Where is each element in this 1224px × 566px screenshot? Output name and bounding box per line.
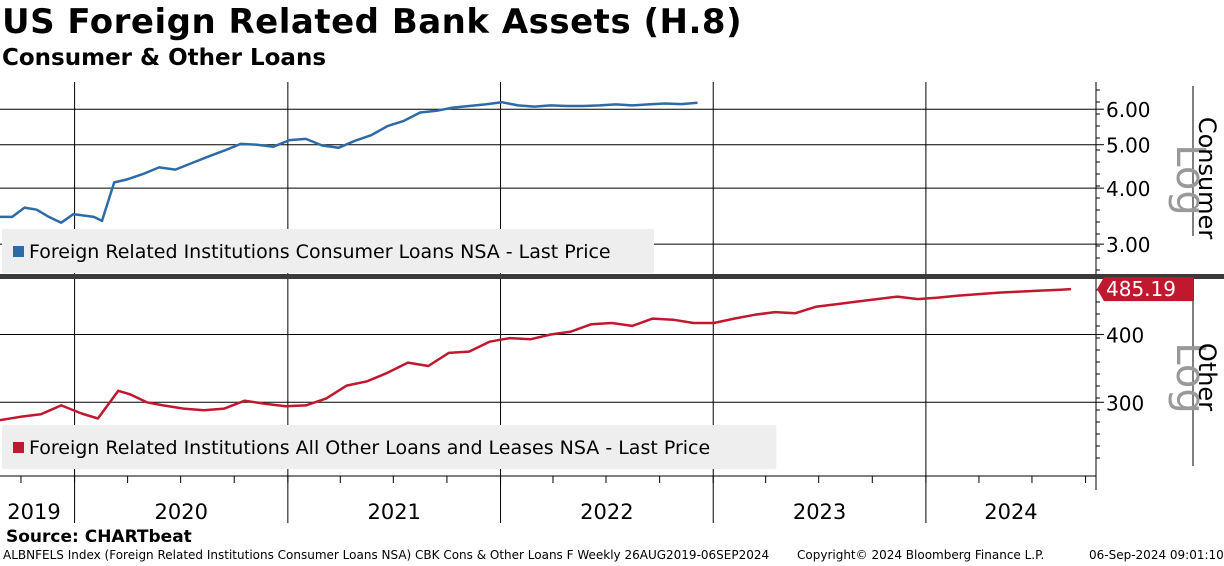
x-year-label: 2021	[367, 500, 420, 524]
legend-box	[2, 229, 654, 273]
x-year-label: 2023	[793, 500, 846, 524]
legend-box	[2, 425, 777, 469]
panel-divider	[0, 274, 1224, 279]
y-tick-label: 5.00	[1106, 134, 1151, 158]
other-loans-line	[0, 287, 1072, 422]
last-value-label: 485.19	[1106, 277, 1176, 301]
legend-swatch	[13, 246, 24, 257]
log-scale-label: Log	[1167, 144, 1213, 215]
y-tick-label: 3.00	[1106, 233, 1151, 257]
y-tick-label: 400	[1106, 324, 1144, 348]
panel-axis-label: Other	[1193, 343, 1221, 411]
grid-layer	[0, 82, 1096, 523]
legend-swatch	[13, 442, 24, 453]
x-year-label: 2022	[580, 500, 633, 524]
x-year-label: 2024	[984, 500, 1037, 524]
chart-subtitle: Consumer & Other Loans	[2, 45, 327, 71]
consumer-loans-line	[0, 100, 698, 224]
y-tick-label: 300	[1106, 391, 1144, 415]
footer-copyright: Copyright© 2024 Bloomberg Finance L.P.	[797, 548, 1045, 562]
source-note: Source: CHARTbeat	[6, 527, 192, 547]
x-year-label: 2020	[154, 500, 207, 524]
legend-label: Foreign Related Institutions All Other L…	[29, 437, 710, 459]
y-tick-label: 4.00	[1106, 177, 1151, 201]
legend-layer: Foreign Related Institutions Consumer Lo…	[2, 229, 777, 469]
chart-title: US Foreign Related Bank Assets (H.8)	[2, 2, 743, 42]
legend-label: Foreign Related Institutions Consumer Lo…	[29, 241, 611, 263]
x-year-label: 2019	[7, 500, 60, 524]
panel-axis-label: Consumer	[1193, 117, 1221, 240]
series-layer	[0, 100, 1072, 422]
y-tick-label: 6.00	[1106, 98, 1151, 122]
footer-timestamp: 06-Sep-2024 09:01:10	[1089, 548, 1224, 562]
log-scale-label: Log	[1167, 342, 1213, 413]
footer-index-info: ALBNFELS Index (Foreign Related Institut…	[3, 548, 770, 562]
last-value-tag	[1097, 277, 1194, 302]
